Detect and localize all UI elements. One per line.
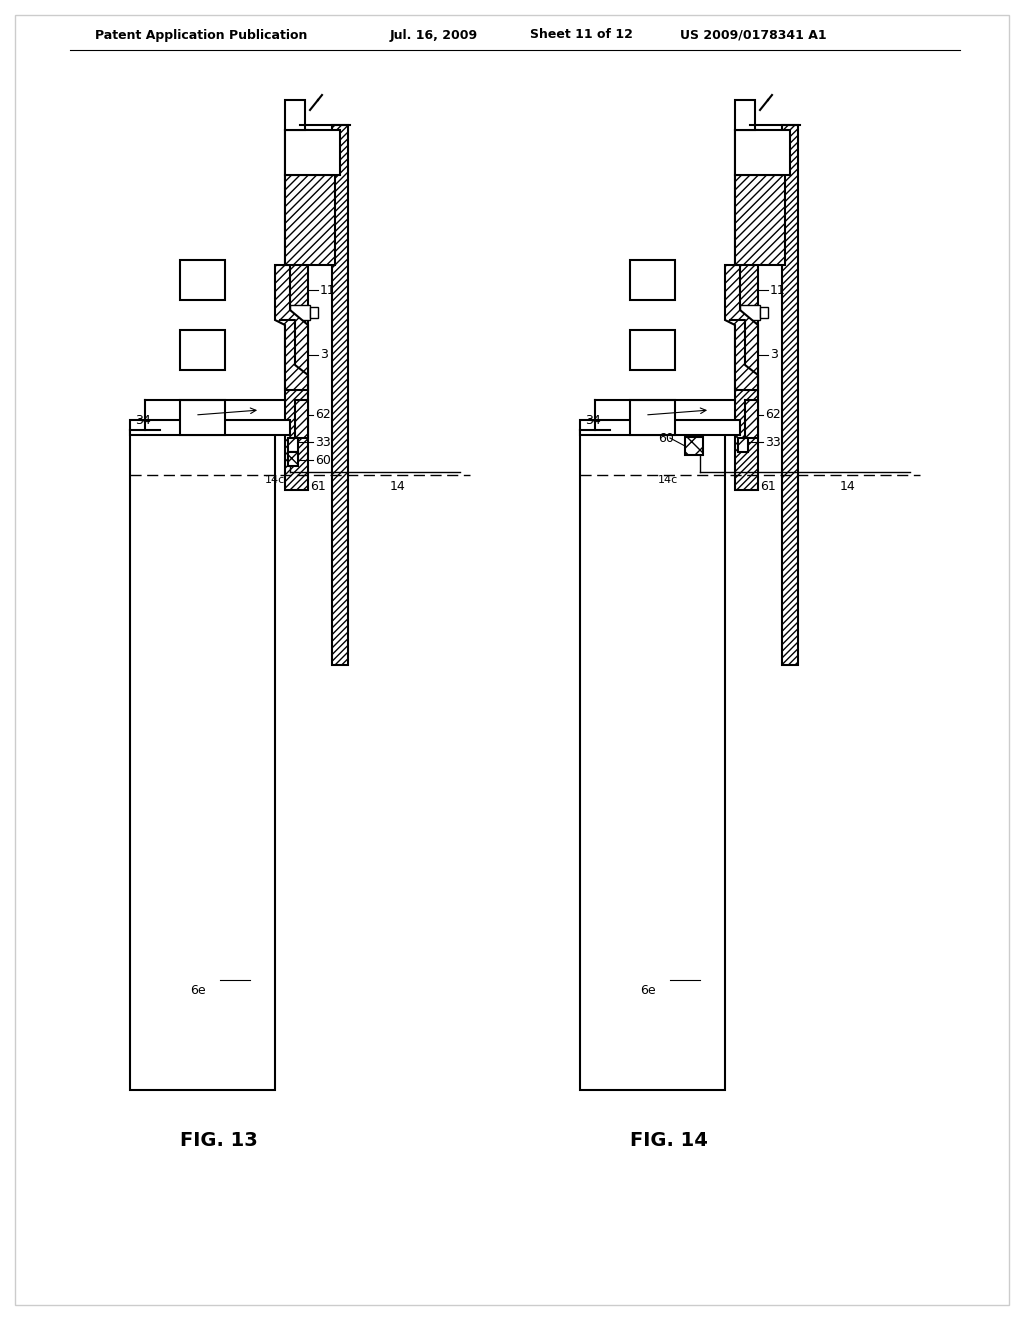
Bar <box>288 438 298 451</box>
Text: 6e: 6e <box>640 983 655 997</box>
Text: 14c: 14c <box>658 475 678 484</box>
Bar <box>735 100 755 129</box>
Polygon shape <box>275 265 308 389</box>
Text: Patent Application Publication: Patent Application Publication <box>95 29 307 41</box>
Bar <box>130 430 275 1090</box>
Bar <box>760 308 768 318</box>
Text: FIG. 14: FIG. 14 <box>630 1130 708 1150</box>
Text: US 2009/0178341 A1: US 2009/0178341 A1 <box>680 29 826 41</box>
Text: 61: 61 <box>310 480 326 494</box>
Bar <box>285 176 335 265</box>
Bar <box>290 305 310 319</box>
Bar <box>630 330 675 370</box>
Bar <box>295 400 308 438</box>
Bar <box>630 260 675 300</box>
Polygon shape <box>725 265 758 389</box>
Bar <box>288 451 298 466</box>
Text: FIG. 13: FIG. 13 <box>180 1130 258 1150</box>
Text: 61: 61 <box>760 480 776 494</box>
Bar <box>285 100 305 129</box>
Bar <box>740 305 760 319</box>
Bar <box>630 400 675 436</box>
Text: 60: 60 <box>658 432 674 445</box>
Bar <box>685 437 703 455</box>
Bar <box>180 400 225 436</box>
Bar <box>735 176 785 265</box>
Bar <box>180 330 225 370</box>
Text: 6e: 6e <box>190 983 206 997</box>
Text: 14: 14 <box>840 480 856 494</box>
Polygon shape <box>735 129 758 490</box>
Text: 11: 11 <box>770 284 785 297</box>
Text: 33: 33 <box>315 436 331 449</box>
Bar <box>580 420 740 436</box>
Polygon shape <box>285 129 308 490</box>
Text: 62: 62 <box>315 408 331 421</box>
Bar <box>738 438 748 451</box>
Bar <box>180 260 225 300</box>
Text: 34: 34 <box>585 413 601 426</box>
Bar <box>735 129 790 176</box>
Bar <box>310 308 318 318</box>
Text: 34: 34 <box>135 413 151 426</box>
Text: 62: 62 <box>765 408 780 421</box>
Bar <box>745 400 758 438</box>
Polygon shape <box>782 125 798 665</box>
Text: 33: 33 <box>765 436 780 449</box>
Text: 14: 14 <box>390 480 406 494</box>
Text: 3: 3 <box>770 348 778 362</box>
Polygon shape <box>332 125 348 665</box>
Bar <box>580 430 725 1090</box>
Bar <box>130 420 290 436</box>
Text: 60: 60 <box>315 454 331 466</box>
Text: 11: 11 <box>319 284 336 297</box>
Text: Jul. 16, 2009: Jul. 16, 2009 <box>390 29 478 41</box>
Text: Sheet 11 of 12: Sheet 11 of 12 <box>530 29 633 41</box>
Bar <box>285 129 340 176</box>
Text: 3: 3 <box>319 348 328 362</box>
Text: 14c: 14c <box>265 475 286 484</box>
